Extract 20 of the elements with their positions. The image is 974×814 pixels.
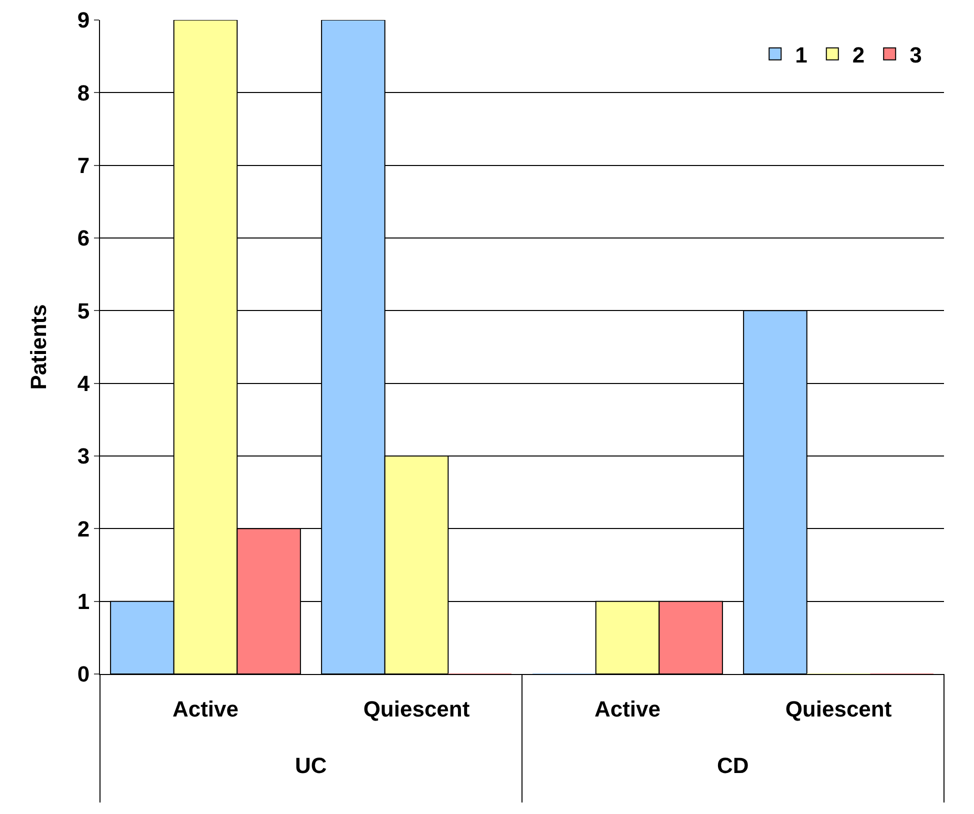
- x-tick-label: Quiescent: [785, 696, 892, 722]
- y-tick-label: 3: [77, 444, 90, 469]
- x-tick-label: Active: [172, 696, 239, 722]
- y-tick-label: 7: [77, 153, 90, 178]
- text: UC: [295, 753, 327, 778]
- x-tick-label: Quiescent: [363, 696, 470, 722]
- legend-label: 2: [852, 42, 865, 68]
- y-tick-label: 1: [77, 589, 90, 614]
- text: CD: [717, 753, 749, 778]
- y-axis-title: Patients: [26, 304, 51, 390]
- legend-label: 3: [910, 42, 922, 68]
- x-tick-label: Active: [594, 696, 661, 722]
- y-tick-label: 9: [77, 8, 90, 33]
- y-tick-label: 4: [77, 371, 90, 396]
- y-tick-label: 6: [77, 226, 90, 251]
- y-tick-label: 0: [77, 662, 90, 687]
- legend-label: 1: [795, 42, 808, 68]
- y-tick-label: 2: [77, 516, 90, 542]
- y-tick-label: 5: [77, 298, 90, 324]
- y-tick-label: 8: [77, 80, 90, 106]
